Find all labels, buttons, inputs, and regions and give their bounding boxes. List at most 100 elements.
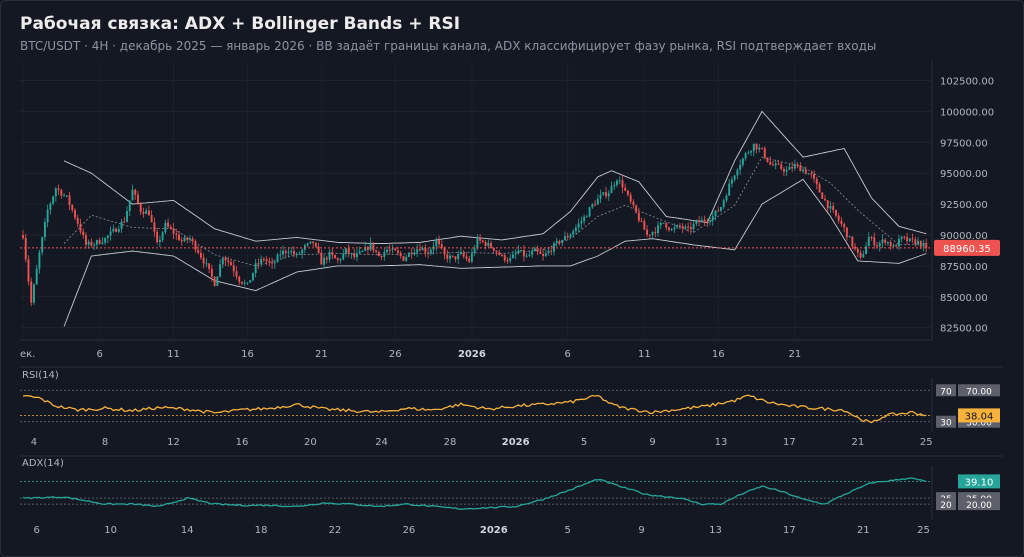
adx-time-tick-label: 5 [565, 525, 571, 536]
rsi-level-tag [936, 384, 956, 397]
candle-body [722, 200, 725, 208]
candle-body [799, 165, 802, 172]
candle-body [550, 250, 553, 252]
rsi-time-tick-label: 5 [581, 437, 587, 448]
candle-body [153, 222, 156, 232]
candle-body [93, 244, 96, 246]
candle-body [279, 254, 282, 256]
candle-body [922, 243, 925, 247]
candle-body [914, 239, 917, 245]
candle-body [692, 223, 695, 230]
candle-body [405, 256, 408, 261]
bollinger-upper-band [63, 110, 927, 245]
candle-body [339, 259, 342, 261]
candle-body [602, 192, 605, 195]
candle-body [446, 254, 449, 259]
price-tick-label: 95000.00 [940, 169, 988, 180]
candle-body [558, 240, 561, 244]
candle-body [629, 194, 632, 202]
price-time-tick-label: 11 [638, 349, 651, 360]
candle-body [298, 253, 301, 255]
candle-body [470, 252, 473, 262]
candle-body [788, 166, 791, 170]
rsi-time-tick-label: 28 [444, 437, 457, 448]
adx-level-badge-label: 20.00 [966, 501, 992, 511]
adx-time-tick-label: 2026 [480, 525, 508, 536]
candle-body [561, 239, 564, 244]
candle-body [383, 252, 386, 257]
candle-body [57, 188, 60, 191]
candle-body [640, 220, 643, 222]
candle-body [227, 260, 230, 263]
candle-body [438, 240, 441, 245]
rsi-last-value-badge [958, 408, 1000, 423]
candle-body [876, 245, 878, 247]
candle-body [262, 259, 265, 261]
adx-time-tick-label: 14 [181, 525, 194, 536]
candle-body [290, 251, 293, 253]
candle-body [574, 227, 577, 232]
candle-body [665, 222, 668, 228]
candle-body [101, 242, 104, 244]
price-tick-label: 97500.00 [940, 138, 988, 149]
candle-body [700, 219, 703, 223]
candle-body [528, 254, 531, 256]
candle-body [364, 247, 367, 251]
candle-body [709, 220, 711, 222]
candle-body [741, 158, 744, 165]
rsi-time-tick-label: 21 [851, 437, 864, 448]
candle-body [911, 238, 914, 240]
adx-time-tick-label: 21 [857, 525, 870, 536]
candle-body [451, 255, 454, 257]
candle-body [355, 253, 358, 258]
rsi-time-tick-label: 9 [649, 437, 655, 448]
candle-body [596, 198, 599, 205]
candle-body [172, 228, 175, 234]
candle-body [49, 203, 52, 210]
rsi-time-tick-label: 13 [715, 437, 728, 448]
candle-body [98, 240, 101, 244]
candle-body [350, 253, 353, 255]
rsi-time-tick-label: 24 [375, 437, 388, 448]
candle-body [76, 217, 79, 224]
candle-body [443, 248, 446, 255]
candle-body [793, 164, 796, 169]
candle-body [807, 173, 810, 175]
candle-body [594, 204, 597, 206]
price-tick-label: 102500.00 [940, 77, 994, 88]
rsi-time-tick-label: 16 [236, 437, 249, 448]
candle-body [139, 203, 142, 212]
candle-body [164, 222, 167, 233]
candle-body [52, 196, 55, 204]
candle-body [183, 237, 186, 242]
candle-body [848, 236, 851, 238]
rsi-pane-title: RSI(14) [22, 370, 59, 381]
rsi-time-tick-label: 12 [167, 437, 180, 448]
price-time-tick-label: 16 [712, 349, 725, 360]
candle-body [112, 228, 115, 232]
candle-body [358, 251, 361, 254]
candle-body [413, 252, 416, 255]
candle-body [525, 255, 528, 257]
bollinger-lower-band [63, 178, 927, 327]
rsi-last-value-label: 38.04 [965, 411, 994, 422]
candle-body [533, 248, 536, 252]
candle-body [750, 151, 753, 153]
candle-body [503, 255, 506, 261]
candle-body [276, 254, 279, 263]
candle-body [216, 276, 219, 287]
candle-body [150, 215, 153, 223]
candle-body [577, 223, 580, 228]
candle-body [487, 242, 490, 246]
candle-body [380, 256, 383, 258]
candle-body [563, 236, 566, 240]
candle-body [372, 242, 375, 251]
candle-body [588, 207, 591, 217]
candle-body [410, 252, 413, 255]
candle-body [394, 248, 397, 251]
candle-body [84, 235, 87, 245]
candle-body [421, 248, 424, 251]
candle-body [191, 238, 194, 242]
candle-body [336, 258, 339, 261]
